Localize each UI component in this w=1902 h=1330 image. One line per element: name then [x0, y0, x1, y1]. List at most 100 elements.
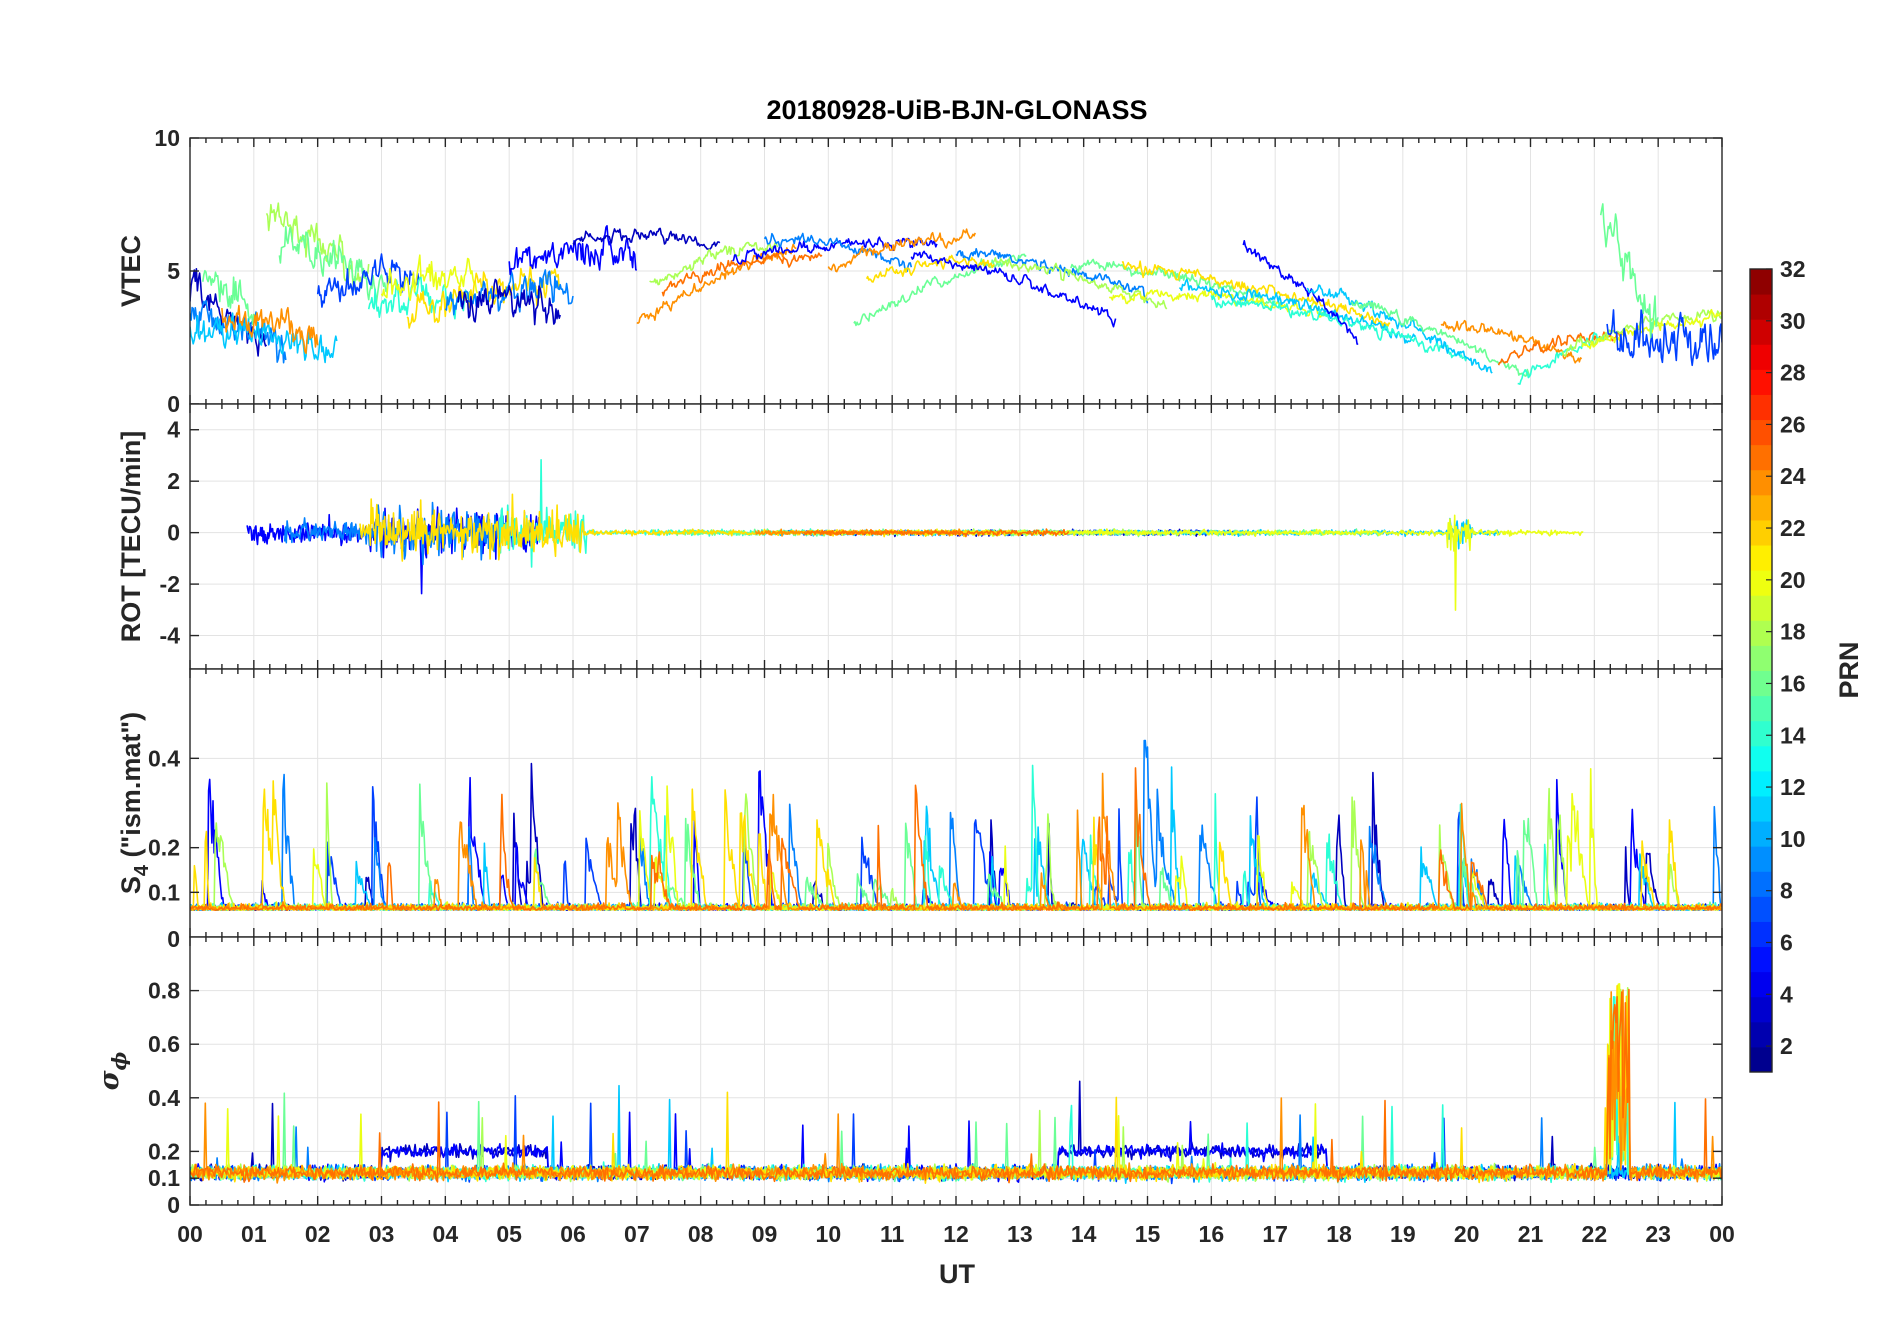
colorbar-level	[1750, 821, 1772, 847]
x-tick-label: 19	[1390, 1221, 1416, 1247]
colorbar-tick-label: 20	[1780, 567, 1806, 593]
colorbar-level	[1750, 294, 1772, 320]
vtec-trace-prn-15	[1070, 258, 1276, 306]
sigma_phi-trace-prn-24	[190, 988, 1722, 1184]
s4-ytick-label: 0.1	[148, 879, 180, 905]
x-tick-label: 23	[1645, 1221, 1671, 1247]
s4-trace-prn-24	[190, 767, 1722, 911]
sigma_phi-ytick-label: 0	[167, 1192, 180, 1218]
sigma_phi-ytick-label: 0.8	[148, 978, 180, 1004]
x-tick-label: 06	[560, 1221, 586, 1247]
colorbar-level	[1750, 369, 1772, 395]
vtec-trace-prn-20	[1121, 260, 1391, 328]
x-tick-label: 08	[688, 1221, 714, 1247]
vtec-trace-prn-8	[444, 269, 574, 316]
sigma_phi-top-label: 0	[167, 926, 180, 952]
vtec-ytick-label: 5	[167, 258, 180, 284]
colorbar-level	[1750, 971, 1772, 998]
x-tick-label: 12	[943, 1221, 969, 1247]
panel-s4: 0.10.20.4S4 ("ism.mat")	[116, 668, 1723, 938]
colorbar-tick-label: 30	[1780, 308, 1806, 334]
sigma_phi-ytick-label: 0.4	[148, 1085, 180, 1111]
vtec-trace-prn-4	[1242, 240, 1359, 345]
x-tick-label: 20	[1454, 1221, 1480, 1247]
rot-ytick-label: -2	[160, 571, 180, 597]
colorbar-tick-label: 18	[1780, 619, 1806, 645]
x-axis-label: UT	[939, 1259, 975, 1289]
vtec-trace-prn-24	[661, 251, 823, 297]
vtec-trace-prn-17	[993, 257, 1168, 310]
x-tick-label: 15	[1135, 1221, 1161, 1247]
vtec-trace-prn-6	[316, 253, 421, 308]
sigma_phi-ytick-label: 0.6	[148, 1031, 180, 1057]
vtec-ytick-label: 0	[167, 391, 180, 417]
x-tick-label: 00	[177, 1221, 203, 1247]
vtec-trace-prn-11	[1178, 278, 1417, 344]
vtec-trace-prn-20	[865, 254, 995, 283]
colorbar-level	[1750, 595, 1772, 621]
colorbar-level	[1750, 570, 1772, 596]
colorbar-level	[1750, 846, 1772, 872]
colorbar-level	[1750, 921, 1772, 948]
colorbar-level	[1750, 344, 1772, 370]
vtec-ytick-label: 10	[154, 125, 180, 151]
sigma_phi-ytick-label: 0.2	[148, 1138, 180, 1164]
vtec-trace-prn-13	[1210, 295, 1468, 362]
colorbar-level	[1750, 494, 1772, 521]
colorbar-tick-label: 2	[1780, 1033, 1793, 1059]
vtec-trace-prn-23	[636, 243, 797, 324]
colorbar-tick-label: 22	[1780, 515, 1806, 541]
vtec-trace-prn-4	[508, 225, 638, 276]
rot-ytick-label: 2	[167, 468, 180, 494]
vtec-trace-prn-2	[457, 278, 561, 326]
vtec-trace-prn-15	[1599, 203, 1659, 339]
colorbar-tick-label: 16	[1780, 670, 1806, 696]
rot-ytick-label: -4	[160, 623, 181, 649]
colorbar-tick-label: 12	[1780, 774, 1806, 800]
colorbar-level	[1750, 695, 1772, 722]
x-tick-label: 11	[880, 1221, 905, 1247]
panel-vtec: 0 5 10 VTEC	[116, 125, 1723, 417]
s4-ytick-label: 0.2	[148, 835, 180, 861]
vtec-trace-prn-23	[1440, 319, 1583, 364]
colorbar-frame	[1749, 268, 1773, 1073]
sigma_phi-ytick-label: 0.1	[148, 1165, 180, 1191]
colorbar-level	[1750, 896, 1772, 922]
vtec-trace-prn-15	[278, 226, 389, 306]
colorbar-tick-label: 10	[1780, 826, 1806, 852]
colorbar-tick-label: 4	[1780, 981, 1793, 1007]
colorbar-tick-label: 28	[1780, 360, 1806, 386]
sigma_phi-y-axis-label: σϕ	[94, 1051, 131, 1090]
rot-ytick-label: 4	[167, 417, 180, 443]
sigma_phi-ylabel-sub: ϕ	[107, 1051, 131, 1070]
s4-y-axis-label: S4 ("ism.mat")	[116, 712, 153, 894]
vtec-trace-prn-8	[763, 232, 913, 273]
colorbar-level	[1750, 670, 1772, 697]
s4-traces	[190, 739, 1722, 911]
rot-y-axis-label: ROT [TECU/min]	[116, 431, 146, 642]
colorbar-tick-label: 32	[1780, 256, 1806, 282]
s4-ylabel-main: S	[116, 876, 146, 894]
colorbar-tick-label: 6	[1780, 929, 1793, 955]
colorbar-tick-label: 14	[1780, 722, 1806, 748]
vtec-trace-prn-15	[202, 269, 255, 326]
rot-ytick-label: 0	[167, 520, 180, 546]
colorbar-level	[1750, 720, 1772, 747]
colorbar-level	[1750, 946, 1772, 973]
x-tick-label: 02	[305, 1221, 331, 1247]
vtec-trace-prn-6	[1606, 309, 1722, 367]
colorbar-level	[1750, 620, 1772, 646]
colorbar-level	[1750, 469, 1772, 496]
x-tick-label: 09	[752, 1221, 778, 1247]
x-tick-label: 18	[1326, 1221, 1352, 1247]
chart-title: 20180928-UiB-BJN-GLONASS	[766, 95, 1147, 125]
colorbar-level	[1750, 419, 1772, 446]
vtec-traces	[190, 202, 1722, 385]
colorbar-label: PRN	[1834, 641, 1864, 698]
colorbar-level	[1750, 1021, 1772, 1048]
s4-ylabel-sub: 4	[131, 864, 153, 876]
sigma_phi-traces	[190, 983, 1722, 1185]
